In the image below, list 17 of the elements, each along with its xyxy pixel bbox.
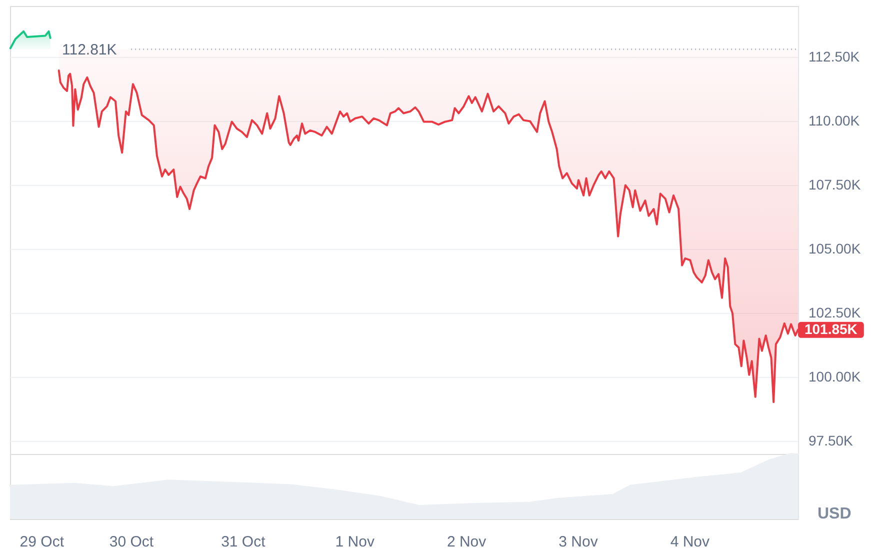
y-axis-title: USD (818, 506, 852, 522)
x-tick-label: 31 Oct (221, 534, 266, 550)
ref-line-label: 112.81K (62, 41, 117, 58)
x-tick-label: 29 Oct (20, 534, 65, 550)
y-tick-label: 110.00K (808, 112, 860, 129)
y-tick-label: 107.50K (808, 176, 862, 193)
x-tick-label: 30 Oct (109, 534, 154, 550)
x-tick-label: 4 Nov (670, 534, 710, 550)
x-tick-label: 2 Nov (446, 534, 487, 550)
annotation: 101.85K (804, 320, 858, 337)
y-tick-label: 112.50K (808, 48, 860, 65)
x-tick-label: 1 Nov (335, 534, 375, 550)
y-tick-label: 100.00K (808, 368, 862, 385)
y-tick-label: 97.50K (808, 432, 854, 449)
y-tick-label: 102.50K (808, 304, 862, 321)
y-tick-label: 105.00K (808, 240, 862, 257)
x-tick-label: 3 Nov (558, 534, 598, 550)
